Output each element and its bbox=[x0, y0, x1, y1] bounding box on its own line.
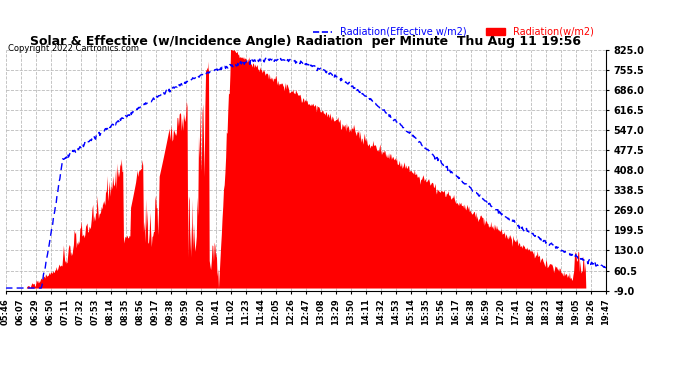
Title: Solar & Effective (w/Incidence Angle) Radiation  per Minute  Thu Aug 11 19:56: Solar & Effective (w/Incidence Angle) Ra… bbox=[30, 35, 581, 48]
Legend: Radiation(Effective w/m2), Radiation(w/m2): Radiation(Effective w/m2), Radiation(w/m… bbox=[309, 23, 598, 41]
Text: Copyright 2022 Cartronics.com: Copyright 2022 Cartronics.com bbox=[8, 44, 139, 52]
